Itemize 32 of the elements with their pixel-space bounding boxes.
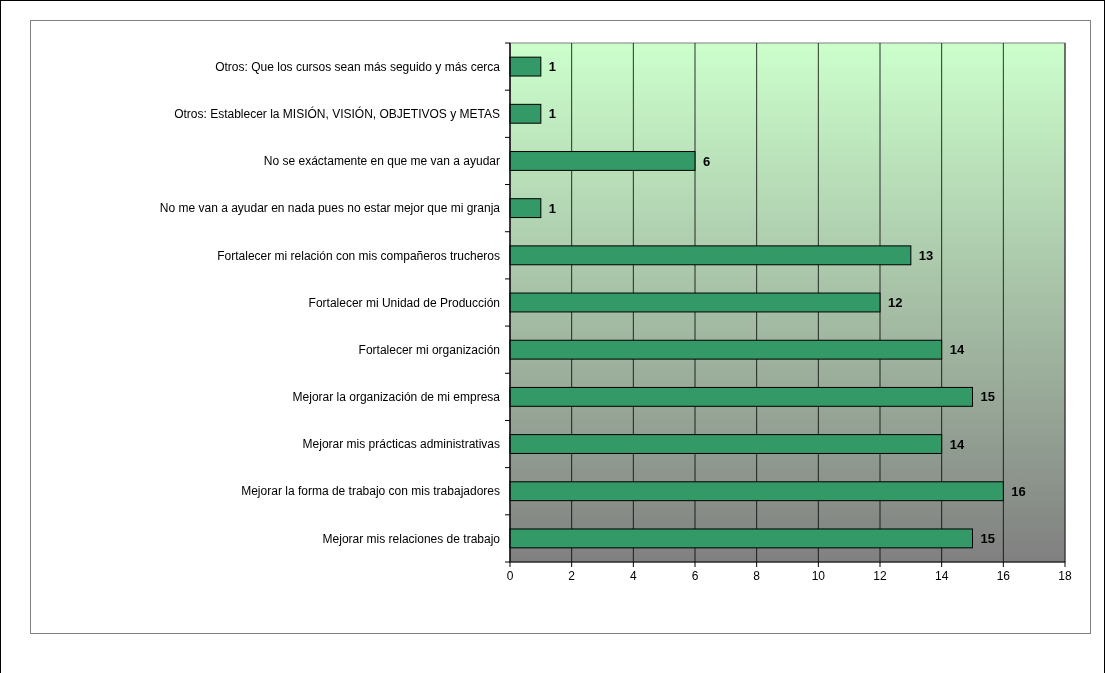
x-tick-label: 8 — [753, 569, 761, 583]
data-label: 1 — [548, 106, 557, 122]
x-tick-label: 2 — [568, 569, 576, 583]
data-label: 13 — [918, 247, 934, 263]
y-tick-label: No me van a ayudar en nada pues no estar mejor que mi granja — [159, 201, 501, 216]
x-tick-label: 16 — [996, 569, 1011, 583]
x-tick-label: 4 — [629, 569, 637, 583]
x-tick-label: 14 — [934, 569, 949, 583]
data-label: 15 — [980, 530, 995, 546]
data-label: 14 — [949, 342, 965, 358]
data-label: 16 — [1011, 483, 1026, 499]
data-label: 12 — [888, 295, 903, 311]
x-tick-label: 6 — [691, 569, 699, 583]
x-tick-label: 0 — [506, 569, 514, 583]
data-label: 1 — [548, 200, 557, 216]
y-tick-label: Otros: Que los cursos sean más seguido y más cerca — [215, 59, 501, 74]
data-label: 6 — [703, 153, 711, 169]
x-tick-label: 18 — [1058, 569, 1072, 583]
y-tick-label: Fortalecer mi Unidad de Producción — [308, 295, 500, 310]
data-label: 1 — [548, 59, 557, 75]
y-tick-label: Mejorar mis prácticas administrativas — [302, 437, 500, 452]
y-tick-label: Fortalecer mi organización — [358, 342, 500, 357]
y-tick-label: Mejorar mis relaciones de trabajo — [322, 531, 501, 546]
y-tick-label: Fortalecer mi relación con mis compañeros trucheros — [217, 248, 500, 263]
data-label: 15 — [980, 389, 995, 405]
y-tick-label: Mejorar la forma de trabajo con mis trabajadores — [241, 484, 500, 499]
data-label: 14 — [949, 436, 965, 452]
x-tick-label: 12 — [873, 569, 887, 583]
x-tick-label: 10 — [811, 569, 826, 583]
y-tick-label: Otros: Establecer la MISIÓN, VISIÓN, OBJETIVOS y METAS — [174, 105, 500, 121]
y-tick-label: No se exáctamente en que me van a ayudar — [263, 154, 500, 169]
y-tick-label: Mejorar la organización de mi empresa — [292, 390, 501, 405]
